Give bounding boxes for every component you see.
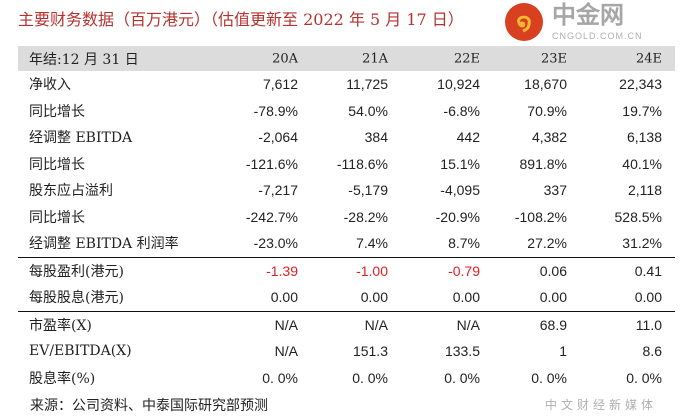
cell-value: 0. 0%: [352, 369, 388, 386]
cell-value: 68.9: [539, 316, 567, 333]
cell-value: 7.4%: [356, 235, 388, 252]
row-label: 同比增长: [29, 103, 85, 120]
cell-value: -28.2%: [343, 208, 388, 225]
table-row: 经调整 EBITDA -2,064 384 442 4,382 6,138: [18, 124, 675, 151]
watermark-tagline: 中文财经新媒体: [545, 398, 658, 412]
cell-value: 22,343: [619, 76, 662, 93]
col-header: 24E: [635, 51, 662, 66]
table-row: 股东应占溢利 -7,217 -5,179 -4,095 337 2,118: [18, 177, 675, 204]
cell-value: 528.5%: [614, 208, 662, 225]
cell-value: 8.6: [642, 343, 662, 360]
row-label: 市盈率(X): [29, 317, 92, 334]
cell-value: 0.00: [452, 289, 480, 306]
cell-value: 8.7%: [448, 235, 480, 252]
cell-value: -2,064: [258, 129, 298, 146]
col-header: 23E: [540, 51, 567, 66]
cell-value: 337: [543, 182, 567, 199]
source-note: 来源：公司资料、中泰国际研究部预测: [30, 398, 268, 414]
table-row: EV/EBITDA(X) N/A 151.3 133.5 1 8.6: [18, 338, 675, 365]
cell-value: 0. 0%: [262, 369, 298, 386]
cell-value: 6,138: [626, 129, 662, 146]
cell-value: 442: [456, 129, 480, 146]
watermark-name: 中金网: [552, 1, 624, 29]
cell-value: 0.41: [634, 262, 662, 279]
row-label: 每股股息(港元): [29, 290, 124, 307]
cell-value: N/A: [274, 343, 298, 360]
cell-value: 0.06: [539, 262, 567, 279]
col-header: 20A: [272, 51, 298, 66]
cell-value: 19.7%: [622, 102, 662, 119]
row-label: 股东应占溢利: [29, 183, 113, 200]
cell-value: 7,612: [262, 76, 298, 93]
cell-value: -1.39: [266, 262, 298, 279]
col-header: 22E: [453, 51, 480, 66]
table-header: 年结:12 月 31 日 20A 21A 22E 23E 24E: [18, 46, 675, 71]
watermark-domain: CNGOLD.COM.CN: [552, 31, 643, 41]
row-label: 每股盈利(港元): [29, 263, 124, 280]
cell-value: 0. 0%: [626, 369, 662, 386]
cell-value: 0.00: [539, 289, 567, 306]
cell-value: -6.8%: [443, 102, 480, 119]
cell-value: 31.2%: [622, 235, 662, 252]
cell-value: -78.9%: [253, 102, 298, 119]
cell-value: -7,217: [258, 182, 298, 199]
cell-value: 384: [364, 129, 388, 146]
cell-value: 27.2%: [527, 235, 567, 252]
table-row: 经调整 EBITDA 利润率 -23.0% 7.4% 8.7% 27.2% 31.2%: [18, 230, 675, 257]
cell-value: 2,118: [628, 182, 662, 199]
cell-value: 54.0%: [348, 102, 388, 119]
cell-value: -1.00: [356, 262, 388, 279]
table-row: 同比增长 -242.7% -28.2% -20.9% -108.2% 528.5%: [18, 204, 675, 231]
header-label: 年结:12 月 31 日: [29, 51, 139, 68]
cell-value: 18,670: [524, 76, 567, 93]
cell-value: -20.9%: [435, 208, 480, 225]
cell-value: -0.79: [448, 262, 480, 279]
table-row: 市盈率(X) N/A N/A N/A 68.9 11.0: [18, 310, 675, 339]
row-label: 同比增长: [29, 156, 85, 173]
cell-value: 4,382: [531, 129, 567, 146]
financial-table: 年结:12 月 31 日 20A 21A 22E 23E 24E 净收入 7,61…: [18, 46, 675, 391]
table-row: 同比增长 -121.6% -118.6% 15.1% 891.8% 40.1%: [18, 151, 675, 178]
cell-value: 0.00: [634, 289, 662, 306]
cell-value: 11,725: [346, 76, 388, 93]
cell-value: -5,179: [348, 182, 388, 199]
cell-value: 891.8%: [519, 155, 567, 172]
row-label: 经调整 EBITDA: [29, 130, 133, 147]
row-label: EV/EBITDA(X): [29, 343, 132, 360]
table-body: 净收入 7,612 11,725 10,924 18,670 22,343 同比增长 -78.…: [18, 71, 675, 391]
cell-value: -121.6%: [245, 155, 298, 172]
cell-value: -118.6%: [336, 155, 388, 172]
table-row: 每股股息(港元) 0.00 0.00 0.00 0.00 0.00: [18, 284, 675, 311]
cell-value: N/A: [274, 316, 298, 333]
cell-value: -242.7%: [245, 208, 298, 225]
row-label: 经调整 EBITDA 利润率: [29, 236, 179, 253]
table-row: 股息率(%) 0. 0% 0. 0% 0. 0% 0. 0% 0. 0%: [18, 365, 675, 392]
cell-value: 15.1%: [440, 155, 480, 172]
table-row: 净收入 7,612 11,725 10,924 18,670 22,343: [18, 71, 675, 98]
cell-value: 133.5: [444, 343, 480, 360]
col-header: 21A: [362, 51, 388, 66]
cell-value: -4,095: [440, 182, 480, 199]
cell-value: N/A: [364, 316, 388, 333]
row-label: 同比增长: [29, 209, 85, 226]
cngold-logo-icon: ໑: [505, 3, 543, 41]
row-label: 股息率(%): [29, 370, 96, 387]
cell-value: 1: [559, 343, 567, 360]
cell-value: N/A: [456, 316, 480, 333]
cell-value: 70.9%: [527, 102, 567, 119]
cell-value: 10,924: [437, 76, 480, 93]
cell-value: 11.0: [635, 316, 662, 333]
cell-value: 151.3: [352, 343, 388, 360]
cell-value: -108.2%: [514, 208, 567, 225]
row-label: 净收入: [29, 77, 71, 94]
cell-value: 40.1%: [622, 155, 662, 172]
table-row: 同比增长 -78.9% 54.0% -6.8% 70.9% 19.7%: [18, 98, 675, 125]
cell-value: 0.00: [270, 289, 298, 306]
cell-value: 0. 0%: [444, 369, 480, 386]
table-row: 每股盈利(港元) -1.39 -1.00 -0.79 0.06 0.41: [18, 256, 675, 285]
cell-value: -23.0%: [253, 235, 298, 252]
cell-value: 0.00: [360, 289, 388, 306]
page-title: 主要财务数据（百万港元）（估值更新至 2022 年 5 月 17 日）: [18, 10, 464, 29]
cell-value: 0. 0%: [531, 369, 567, 386]
